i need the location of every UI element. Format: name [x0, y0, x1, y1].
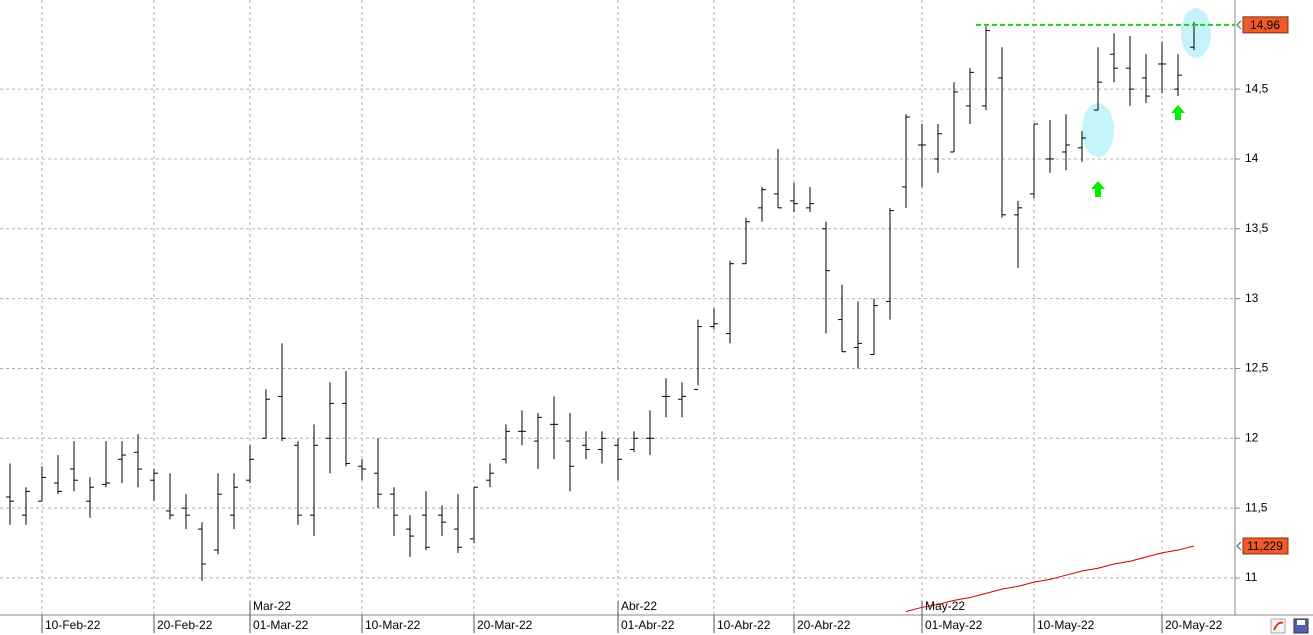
up-arrow	[1091, 181, 1105, 197]
price-label-box	[1242, 537, 1289, 555]
x-tick-label: 10-May-22	[1037, 618, 1095, 632]
highlight-ellipse	[1082, 103, 1114, 157]
y-tick-label: 13	[1245, 291, 1259, 305]
y-tick-label: 13,5	[1245, 221, 1269, 235]
grid	[0, 0, 1235, 615]
price-pointer	[1236, 20, 1242, 30]
y-tick-label: 11	[1245, 570, 1258, 584]
period-label: Mar-22	[253, 599, 291, 613]
x-tick-label: 10-Abr-22	[717, 618, 771, 632]
x-tick-label: 20-Feb-22	[157, 618, 213, 632]
price-label: 11,229	[1247, 539, 1283, 553]
y-tick-label: 12,5	[1245, 361, 1269, 375]
x-tick-label: 01-Mar-22	[253, 618, 309, 632]
y-tick-label: 11,5	[1245, 500, 1268, 514]
y-tick-label: 14,5	[1245, 81, 1269, 95]
period-label: May-22	[925, 599, 965, 613]
x-tick-label: 20-May-22	[1165, 618, 1223, 632]
period-label: Abr-22	[621, 599, 657, 613]
average-line	[905, 545, 1195, 612]
marks	[6, 22, 1235, 612]
price-pointer	[1236, 541, 1242, 551]
x-tick-label: 10-Mar-22	[365, 618, 421, 632]
x-tick-label: 20-Mar-22	[477, 618, 533, 632]
price-label: 14,96	[1250, 18, 1280, 32]
y-tick-label: 14	[1245, 151, 1259, 165]
x-tick-label: 20-Abr-22	[797, 618, 851, 632]
highlight-ellipse	[1181, 8, 1211, 58]
tool-icon-glyph	[1273, 621, 1284, 631]
x-tick-label: 01-Abr-22	[621, 618, 675, 632]
x-tick-label: 10-Feb-22	[45, 618, 101, 632]
tool-icon[interactable]	[1270, 618, 1286, 634]
y-tick-label: 12	[1245, 430, 1259, 444]
axes: 11 11,5 12 12,5 13 13,5 14 14,5 10-Feb-22 20-Feb-…	[41, 16, 1289, 633]
price-label-box	[1242, 16, 1289, 34]
save-icon-glyph	[1297, 620, 1305, 625]
up-arrow	[1171, 105, 1185, 120]
x-tick-label: 01-May-22	[925, 618, 983, 632]
